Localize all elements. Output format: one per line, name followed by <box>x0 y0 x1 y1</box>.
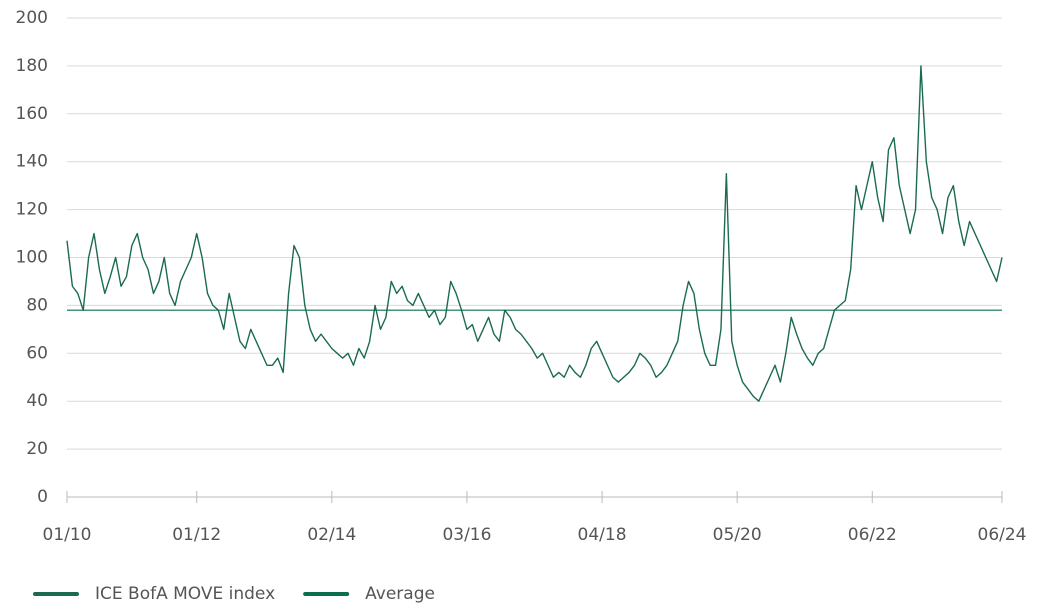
y-tick-label: 140 <box>16 152 48 172</box>
legend-label: ICE BofA MOVE index <box>95 584 275 604</box>
series-line <box>66 65 1003 402</box>
x-tick-label: 06/22 <box>848 525 897 545</box>
x-tick-label: 06/24 <box>978 525 1027 545</box>
legend-label: Average <box>365 584 435 604</box>
y-tick-label: 60 <box>26 343 48 363</box>
x-tick-label: 05/20 <box>713 525 762 545</box>
y-tick-label: 120 <box>16 200 48 220</box>
x-tick-label: 02/14 <box>307 525 356 545</box>
y-tick-label: 160 <box>16 104 48 124</box>
y-tick-label: 180 <box>16 56 48 76</box>
y-tick-label: 100 <box>16 248 48 268</box>
y-tick-label: 0 <box>37 487 48 507</box>
x-tick-label: 01/10 <box>43 525 92 545</box>
x-tick-label: 04/18 <box>578 525 627 545</box>
y-tick-label: 80 <box>26 295 48 315</box>
y-tick-label: 20 <box>26 439 48 459</box>
y-tick-label: 200 <box>16 8 48 28</box>
x-tick-label: 03/16 <box>442 525 491 545</box>
y-tick-label: 40 <box>26 391 48 411</box>
x-tick-label: 01/12 <box>172 525 221 545</box>
